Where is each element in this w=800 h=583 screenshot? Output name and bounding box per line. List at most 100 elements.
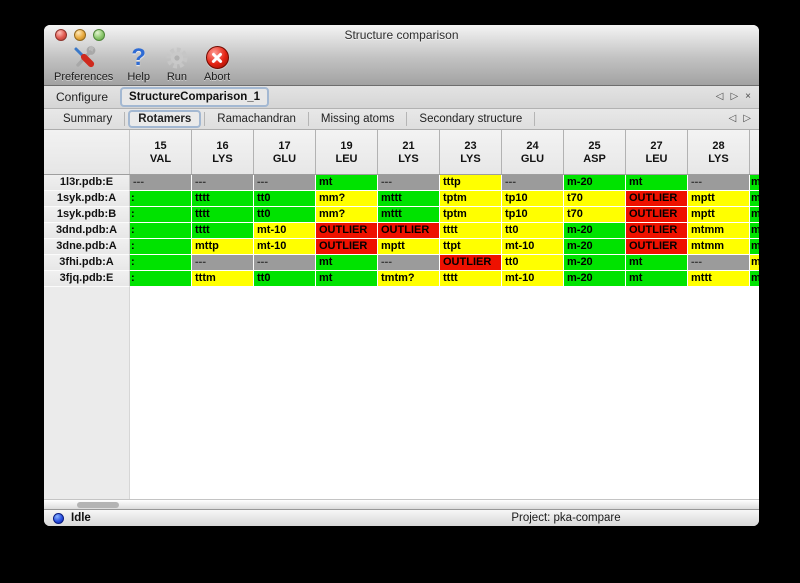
rotamer-cell[interactable]: OUTLIER bbox=[626, 239, 688, 255]
rotamer-cell[interactable]: t70 bbox=[564, 207, 626, 223]
tab-missing-atoms[interactable]: Missing atoms bbox=[320, 113, 395, 125]
column-header-23[interactable]: 23 LYS bbox=[440, 130, 502, 174]
config-back-arrow-icon[interactable]: ◁ bbox=[715, 91, 724, 102]
rotamer-cell[interactable]: mtmm bbox=[688, 239, 750, 255]
row-label[interactable]: 3fjq.pdb:E bbox=[44, 271, 130, 287]
column-header-28[interactable]: 28 LYS bbox=[688, 130, 750, 174]
titlebar[interactable]: Structure comparison bbox=[44, 25, 759, 45]
close-window-button[interactable] bbox=[55, 29, 67, 41]
rotamer-cell[interactable]: tptm bbox=[440, 207, 502, 223]
row-label[interactable]: 1l3r.pdb:E bbox=[44, 175, 130, 191]
rotamer-cell[interactable]: m-20 bbox=[564, 239, 626, 255]
rotamer-cell-clipped[interactable]: m bbox=[750, 255, 759, 271]
rotamer-cell[interactable]: mptt bbox=[688, 191, 750, 207]
rotamer-cell[interactable]: --- bbox=[688, 175, 750, 191]
tab-back-arrow-icon[interactable]: ◁ bbox=[728, 113, 737, 124]
horizontal-scrollbar[interactable] bbox=[44, 499, 759, 509]
rotamer-cell[interactable]: tttt bbox=[192, 191, 254, 207]
rotamer-cell[interactable]: : bbox=[130, 271, 192, 287]
rotamer-cell[interactable]: mt bbox=[316, 255, 378, 271]
rotamer-cell[interactable]: --- bbox=[378, 255, 440, 271]
rotamer-cell[interactable]: mt bbox=[626, 255, 688, 271]
tab-rotamers[interactable]: Rotamers bbox=[128, 110, 202, 128]
abort-button[interactable]: Abort bbox=[204, 44, 230, 83]
rotamer-cell[interactable]: --- bbox=[192, 255, 254, 271]
column-header-24[interactable]: 24 GLU bbox=[502, 130, 564, 174]
rotamer-cell[interactable]: mptt bbox=[688, 207, 750, 223]
rotamer-cell[interactable]: --- bbox=[254, 175, 316, 191]
rotamer-cell[interactable]: mptt bbox=[378, 239, 440, 255]
rotamer-cell[interactable]: mttt bbox=[378, 191, 440, 207]
rotamer-cell-clipped[interactable]: m bbox=[750, 175, 759, 191]
rotamer-cell[interactable]: mm? bbox=[316, 191, 378, 207]
column-header-27[interactable]: 27 LEU bbox=[626, 130, 688, 174]
rotamer-cell[interactable]: OUTLIER bbox=[316, 239, 378, 255]
rotamer-cell[interactable]: --- bbox=[130, 175, 192, 191]
rotamer-cell[interactable]: mt-10 bbox=[254, 239, 316, 255]
rotamer-cell[interactable]: mt-10 bbox=[502, 239, 564, 255]
rotamer-cell[interactable]: tt0 bbox=[254, 191, 316, 207]
rotamer-cell[interactable]: tt0 bbox=[254, 207, 316, 223]
column-header-17[interactable]: 17 GLU bbox=[254, 130, 316, 174]
preferences-button[interactable]: Preferences bbox=[54, 44, 113, 83]
rotamer-cell[interactable]: tttt bbox=[440, 271, 502, 287]
column-header-15[interactable]: 15 VAL bbox=[130, 130, 192, 174]
rotamer-cell[interactable]: tp10 bbox=[502, 207, 564, 223]
rotamer-cell[interactable]: m-20 bbox=[564, 255, 626, 271]
rotamer-cell[interactable]: tttt bbox=[440, 223, 502, 239]
rotamer-cell[interactable]: : bbox=[130, 239, 192, 255]
rotamer-cell-clipped[interactable]: m bbox=[750, 223, 759, 239]
minimize-window-button[interactable] bbox=[74, 29, 86, 41]
rotamer-cell[interactable]: --- bbox=[254, 255, 316, 271]
rotamer-cell[interactable]: mm? bbox=[316, 207, 378, 223]
rotamer-cell[interactable]: m-20 bbox=[564, 271, 626, 287]
rotamer-cell[interactable]: tt0 bbox=[502, 255, 564, 271]
rotamer-cell[interactable]: tttt bbox=[192, 223, 254, 239]
column-header-19[interactable]: 19 LEU bbox=[316, 130, 378, 174]
rotamer-cell[interactable]: t70 bbox=[564, 191, 626, 207]
tab-summary[interactable]: Summary bbox=[63, 113, 113, 125]
rotamer-cell-clipped[interactable]: m bbox=[750, 239, 759, 255]
rotamer-cell[interactable]: ttpt bbox=[440, 239, 502, 255]
rotamer-cell[interactable]: --- bbox=[688, 255, 750, 271]
rotamer-cell-clipped[interactable]: m bbox=[750, 191, 759, 207]
run-button[interactable]: Run bbox=[164, 44, 190, 83]
rotamer-cell[interactable]: OUTLIER bbox=[626, 191, 688, 207]
rotamer-cell-clipped[interactable]: m bbox=[750, 271, 759, 287]
tab-secondary-structure[interactable]: Secondary structure bbox=[419, 113, 523, 125]
row-label[interactable]: 3dne.pdb:A bbox=[44, 239, 130, 255]
rotamer-cell[interactable]: --- bbox=[502, 175, 564, 191]
column-header-25[interactable]: 25 ASP bbox=[564, 130, 626, 174]
rotamer-cell[interactable]: mt bbox=[316, 271, 378, 287]
rotamer-cell[interactable]: tttp bbox=[440, 175, 502, 191]
rotamer-cell[interactable]: mt bbox=[316, 175, 378, 191]
row-label[interactable]: 3dnd.pdb:A bbox=[44, 223, 130, 239]
rotamer-cell[interactable]: OUTLIER bbox=[316, 223, 378, 239]
rotamer-cell[interactable]: mt bbox=[626, 175, 688, 191]
rotamer-cell[interactable]: m-20 bbox=[564, 175, 626, 191]
rotamer-cell[interactable]: mt bbox=[626, 271, 688, 287]
rotamer-cell[interactable]: tp10 bbox=[502, 191, 564, 207]
rotamer-cell[interactable]: tmtm? bbox=[378, 271, 440, 287]
rotamer-cell[interactable]: OUTLIER bbox=[378, 223, 440, 239]
tab-forward-arrow-icon[interactable]: ▷ bbox=[743, 113, 751, 124]
rotamer-cell[interactable]: m-20 bbox=[564, 223, 626, 239]
rotamer-cell[interactable]: tt0 bbox=[502, 223, 564, 239]
rotamer-cell[interactable]: : bbox=[130, 191, 192, 207]
rotamer-cell[interactable]: --- bbox=[192, 175, 254, 191]
rotamer-cell[interactable]: --- bbox=[378, 175, 440, 191]
rotamer-cell[interactable]: mt-10 bbox=[502, 271, 564, 287]
rotamer-cell[interactable]: : bbox=[130, 223, 192, 239]
config-close-icon[interactable]: × bbox=[745, 91, 751, 102]
zoom-window-button[interactable] bbox=[93, 29, 105, 41]
rotamer-cell[interactable]: OUTLIER bbox=[626, 223, 688, 239]
rotamer-cell[interactable]: : bbox=[130, 255, 192, 271]
help-button[interactable]: ? Help bbox=[127, 44, 150, 84]
rotamer-cell[interactable]: tptm bbox=[440, 191, 502, 207]
rotamer-cell[interactable]: : bbox=[130, 207, 192, 223]
rotamer-cell[interactable]: mtmm bbox=[688, 223, 750, 239]
row-label[interactable]: 3fhi.pdb:A bbox=[44, 255, 130, 271]
rotamer-cell[interactable]: OUTLIER bbox=[440, 255, 502, 271]
rotamer-cell[interactable]: mt-10 bbox=[254, 223, 316, 239]
rotamer-cell[interactable]: tttm bbox=[192, 271, 254, 287]
